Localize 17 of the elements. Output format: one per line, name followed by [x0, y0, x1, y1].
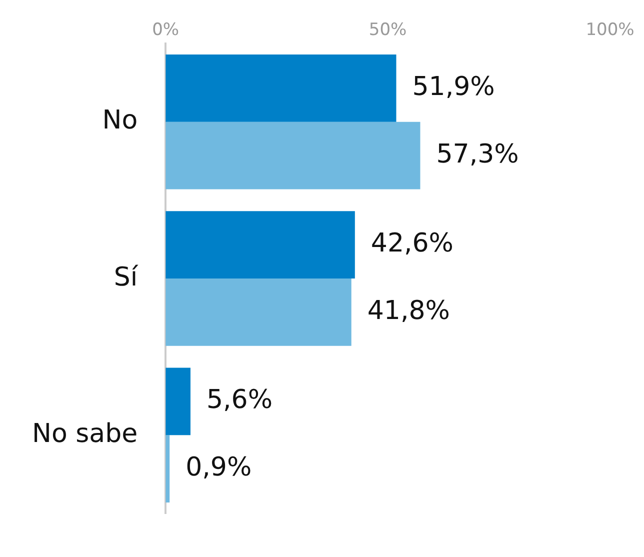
- bar: [166, 211, 355, 278]
- bar: [166, 278, 352, 346]
- x-tick-label: 100%: [586, 20, 634, 40]
- bar: [166, 54, 396, 122]
- data-label: 51,9%: [412, 72, 495, 102]
- data-label: 41,8%: [367, 296, 450, 326]
- data-label: 42,6%: [370, 228, 454, 259]
- data-label: 57,3%: [436, 139, 519, 170]
- y-tick-label: No sabe: [32, 418, 138, 449]
- y-tick-label: Sí: [114, 262, 138, 292]
- y-tick-label: No: [102, 106, 138, 136]
- x-tick-label: 50%: [368, 20, 407, 40]
- data-label: 0,9%: [186, 452, 252, 483]
- x-tick-label: 0%: [152, 20, 180, 40]
- bar: [166, 122, 420, 190]
- bar: [166, 368, 190, 436]
- data-label: 5,6%: [206, 385, 273, 416]
